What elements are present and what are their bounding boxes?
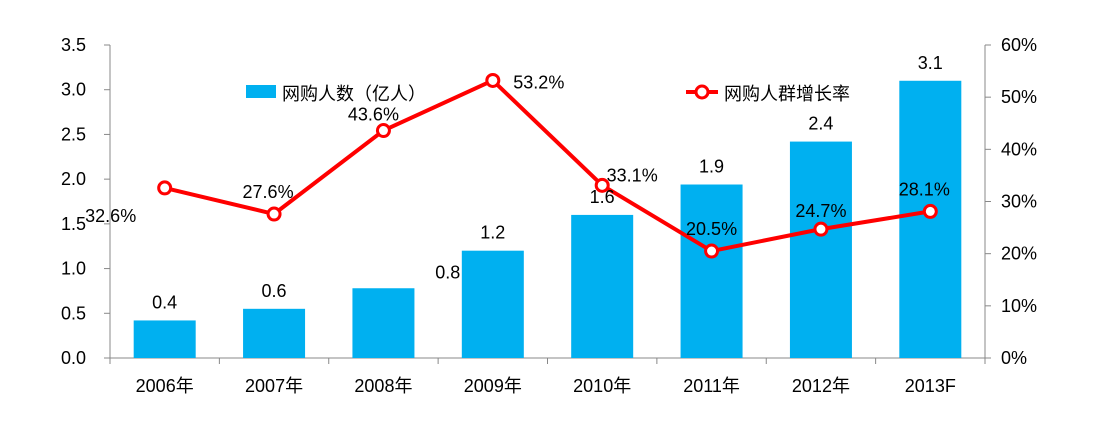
bar: [899, 80, 962, 359]
right-tick-label: 60%: [1001, 35, 1037, 55]
left-tick-label: 3.0: [61, 80, 86, 100]
bar: [571, 214, 634, 358]
line-marker: [704, 243, 720, 259]
line-data-label: 53.2%: [513, 72, 564, 92]
x-tick-label: 2007年: [245, 376, 303, 396]
line-marker: [485, 72, 501, 88]
bar: [243, 308, 306, 358]
right-tick-label: 10%: [1001, 296, 1037, 316]
bar-data-label: 0.4: [152, 292, 177, 312]
line-data-label: 27.6%: [243, 182, 294, 202]
left-tick-label: 1.0: [61, 259, 86, 279]
bar: [461, 250, 524, 358]
bar-data-label: 0.8: [435, 263, 460, 283]
bar-series: [133, 80, 962, 359]
line-data-label: 28.1%: [899, 179, 950, 199]
bar-data-label: 0.6: [262, 281, 287, 301]
left-tick-label: 0.5: [61, 303, 86, 323]
x-tick-label: 2006年: [136, 376, 194, 396]
x-tick-label: 2011年: [683, 376, 740, 396]
line-data-label: 24.7%: [795, 201, 846, 221]
line-data-label: 32.6%: [85, 206, 136, 226]
right-tick-label: 0%: [1001, 348, 1027, 368]
left-tick-label: 1.5: [61, 214, 86, 234]
right-tick-label: 40%: [1001, 139, 1037, 159]
x-tick-label: 2009年: [464, 376, 522, 396]
data-labels: 0.4 0.6 0.8 1.2 1.6 1.9 2.4 3.1 32.6% 27.6% 43.6% 5…: [85, 53, 950, 313]
legend-label-line: 网购人群增长率: [724, 84, 850, 104]
line-data-label: 20.5%: [686, 219, 737, 239]
growth-line: [164, 78, 931, 254]
bar: [680, 184, 743, 358]
line-marker: [266, 206, 282, 222]
left-tick-label: 3.5: [61, 35, 86, 55]
legend-swatch-marker: [694, 84, 710, 100]
left-tick-label: 2.5: [61, 124, 86, 144]
bar: [352, 288, 415, 358]
right-tick-label: 50%: [1001, 87, 1037, 107]
legend-label-bars: 网购人数（亿人）: [282, 84, 426, 104]
bar-data-label: 1.6: [590, 187, 615, 207]
axes: 0.0 0.5 1.0 1.5 2.0 2.5 3.0 3.5 0% 10% 20% 30% 40% 50…: [61, 35, 1037, 396]
legend: 网购人数（亿人） 网购人群增长率: [246, 84, 850, 104]
line-data-label: 43.6%: [348, 105, 399, 125]
bar: [789, 141, 852, 358]
line-marker: [813, 221, 829, 237]
legend-swatch-bars: [246, 85, 276, 98]
line-marker: [157, 180, 173, 196]
line-marker: [594, 177, 610, 193]
line-data-label: 33.1%: [607, 165, 658, 185]
bar-data-label: 1.9: [699, 157, 724, 177]
bar-data-label: 2.4: [808, 114, 833, 134]
right-tick-label: 30%: [1001, 192, 1037, 212]
x-tick-label: 2010年: [573, 376, 631, 396]
bar-data-label: 3.1: [918, 53, 943, 73]
x-tick-label: 2008年: [354, 376, 412, 396]
bar-data-label: 1.2: [480, 223, 505, 243]
left-tick-label: 0.0: [61, 348, 86, 368]
right-tick-label: 20%: [1001, 244, 1037, 264]
line-marker: [375, 123, 391, 139]
line-series: [157, 72, 938, 259]
x-tick-label: 2012年: [792, 376, 850, 396]
line-marker: [922, 203, 938, 219]
left-tick-label: 2.0: [61, 169, 86, 189]
bar: [133, 320, 196, 358]
x-tick-label: 2013F: [905, 376, 956, 396]
